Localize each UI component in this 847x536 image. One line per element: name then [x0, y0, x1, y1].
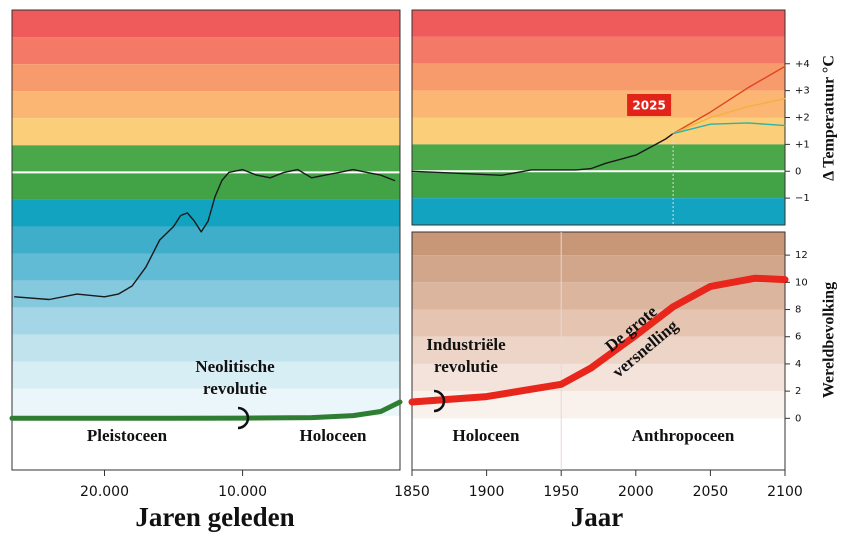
x-axis-title: Jaar	[571, 502, 624, 532]
band	[412, 10, 785, 37]
era-marker	[237, 406, 250, 430]
x-tick-label: 10.000	[218, 484, 267, 500]
band	[12, 118, 400, 146]
y-tick-label: 4	[795, 359, 801, 370]
y-tick-label: +3	[795, 86, 810, 97]
band	[12, 253, 400, 281]
band	[412, 232, 785, 256]
y-axis-title: Wereldbevolking	[821, 282, 838, 398]
x-tick-label: 2000	[618, 484, 654, 500]
series-line	[14, 168, 396, 301]
series-line	[672, 98, 786, 135]
annotation: Pleistoceen	[87, 426, 168, 445]
band	[12, 334, 400, 362]
x-tick-label: 2100	[767, 484, 803, 500]
x-tick-label: 2050	[693, 484, 729, 500]
band	[12, 172, 400, 200]
y-tick-label: +1	[795, 139, 810, 150]
series-line	[672, 65, 786, 135]
y-tick-label: 6	[795, 332, 801, 343]
band	[412, 117, 785, 145]
x-tick-label: 1900	[469, 484, 505, 500]
series-line	[411, 132, 674, 176]
y-tick-label: 2	[795, 386, 801, 397]
x-tick-label: 20.000	[80, 484, 129, 500]
band	[412, 309, 785, 337]
band	[12, 37, 400, 65]
series-line	[9, 399, 403, 421]
band	[12, 226, 400, 254]
annotation: Neolitische	[195, 357, 275, 376]
annotation: Holoceen	[452, 426, 520, 445]
panel-frame	[11, 9, 401, 471]
band	[12, 415, 400, 470]
annotation: revolutie	[434, 357, 498, 376]
band	[12, 64, 400, 92]
annotation: Industriële	[426, 335, 506, 354]
x-axis-title: Jaren geleden	[135, 502, 294, 532]
band	[12, 361, 400, 389]
annotation: Holoceen	[299, 426, 367, 445]
band	[412, 363, 785, 392]
series-line	[408, 274, 789, 406]
y-tick-label: 0	[795, 166, 801, 177]
y-tick-label: 10	[795, 277, 808, 288]
band	[12, 10, 400, 38]
band	[412, 90, 785, 118]
y-tick-label: 12	[795, 250, 808, 261]
y-tick-label: +4	[795, 59, 810, 70]
band	[412, 171, 785, 199]
y-axis-title: Δ Temperatuur °C	[821, 55, 838, 181]
band	[12, 307, 400, 335]
marker-box	[627, 94, 672, 116]
panel-frame	[411, 231, 786, 471]
y-tick-label: 8	[795, 305, 801, 316]
band	[412, 144, 785, 172]
marker-label: 2025	[632, 99, 665, 113]
x-tick-label: 1850	[394, 484, 430, 500]
y-tick-label: −1	[795, 193, 810, 204]
era-marker	[433, 389, 446, 413]
annotation: Anthropoceen	[632, 426, 735, 445]
y-tick-label: 0	[795, 413, 801, 424]
band	[412, 36, 785, 64]
band	[12, 145, 400, 173]
band	[12, 388, 400, 416]
band	[12, 280, 400, 308]
y-tick-label: +2	[795, 113, 810, 124]
x-tick-label: 1950	[543, 484, 579, 500]
annotation: revolutie	[203, 379, 267, 398]
band	[12, 199, 400, 227]
band	[12, 91, 400, 119]
band	[412, 198, 785, 225]
band	[412, 63, 785, 91]
series-line	[672, 122, 786, 135]
band	[412, 255, 785, 283]
